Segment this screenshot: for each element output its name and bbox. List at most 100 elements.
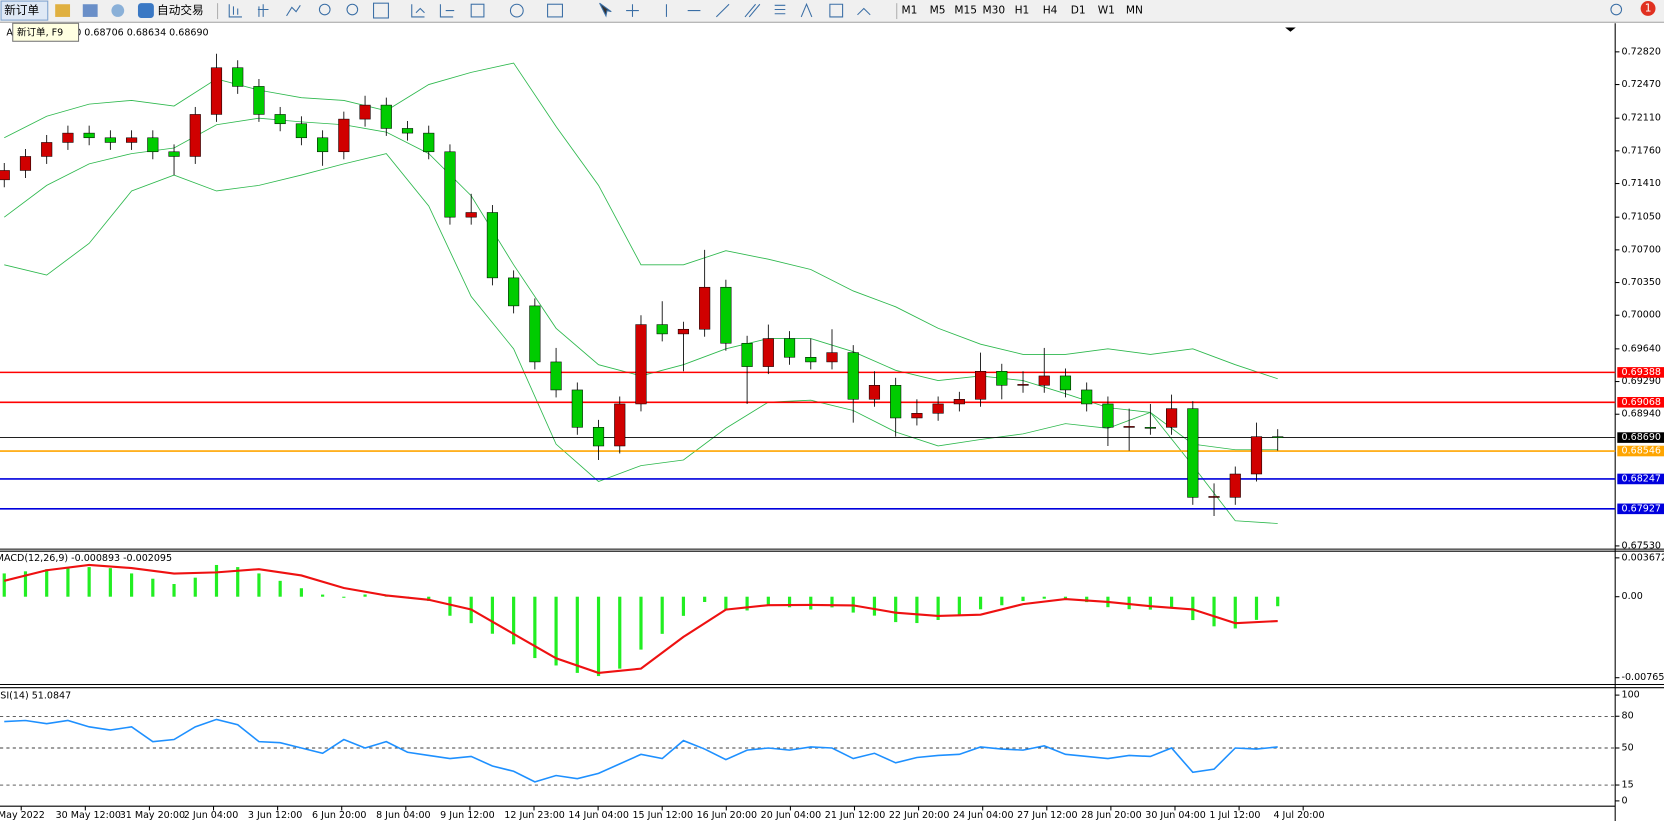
candle-body (677, 328, 689, 335)
timeframe-button[interactable]: M1 (902, 5, 918, 17)
y-tick-label: 0.71050 (1622, 212, 1661, 223)
ohlc-info: 68670 0.68706 0.68634 0.68690 (51, 27, 209, 38)
time-label: 1 Jul 12:00 (1209, 810, 1260, 821)
candle-body (932, 403, 944, 414)
macd-bar (87, 567, 91, 597)
icon[interactable] (547, 3, 563, 18)
auto-trading-icon[interactable] (137, 3, 154, 18)
macd-bar (257, 573, 261, 597)
candle-body (62, 132, 74, 143)
candle-body (147, 137, 159, 153)
icon[interactable] (346, 3, 359, 16)
icon[interactable] (373, 2, 389, 19)
timeframe-button[interactable]: H4 (1043, 5, 1058, 17)
time-label: 6 Jun 20:00 (312, 810, 366, 821)
macd-bar (66, 568, 70, 597)
timeframe-button[interactable]: H1 (1015, 5, 1030, 17)
candle-body (232, 67, 244, 87)
macd-bar (130, 573, 134, 597)
time-label: 28 Jun 20:00 (1081, 810, 1142, 821)
new-order-button[interactable] (0, 0, 49, 21)
icon[interactable] (318, 3, 331, 16)
icon[interactable] (55, 4, 71, 17)
y-tick-label: 0.67530 (1622, 540, 1661, 551)
icon[interactable] (470, 3, 485, 18)
macd-bar (490, 596, 494, 634)
macd-bar (1021, 596, 1025, 602)
macd-bar (703, 596, 707, 602)
timeframe-button[interactable]: D1 (1071, 5, 1086, 17)
y-tick-label: 0.003672 (1622, 552, 1664, 563)
candle-body (1017, 384, 1029, 386)
candle-body (1229, 473, 1241, 498)
y-tick-label: 100 (1622, 690, 1640, 701)
macd-bar (214, 564, 219, 597)
timeframe-button[interactable]: M15 (954, 5, 977, 17)
timeframe-button[interactable]: M30 (983, 5, 1006, 17)
macd-signal (3, 563, 1278, 674)
macd-bar (1000, 596, 1004, 606)
candle-body (253, 86, 265, 115)
macd-bar (872, 596, 877, 616)
macd-bar (1233, 596, 1237, 629)
candle-body (762, 338, 774, 367)
icon[interactable] (744, 3, 761, 18)
candle-body (783, 338, 796, 358)
notification-badge[interactable] (1640, 1, 1656, 16)
macd-bar (1127, 596, 1131, 610)
macd-bar (766, 596, 770, 606)
y-tick-label: 80 (1622, 711, 1634, 722)
candle-body (847, 352, 859, 400)
auto-trading-label[interactable]: 自动交易 (157, 3, 204, 17)
candle-body (699, 286, 711, 330)
price-level-label: 0.68690 (1622, 432, 1661, 443)
macd-bar (1170, 596, 1174, 608)
price-level-tag (1617, 396, 1664, 408)
candle-body (0, 170, 10, 181)
icon[interactable] (286, 4, 301, 17)
candle-body (19, 156, 32, 171)
candle-body (104, 137, 116, 143)
icon[interactable] (774, 4, 786, 15)
icon[interactable] (439, 4, 455, 18)
search-icon[interactable] (1610, 3, 1623, 16)
timeframe-button[interactable]: M5 (930, 5, 946, 17)
icon[interactable] (509, 3, 524, 18)
candle-body (380, 104, 392, 129)
y-tick-label: 0.72110 (1622, 113, 1661, 124)
time-label: 22 Jun 20:00 (889, 810, 950, 821)
candle-body (805, 356, 817, 363)
time-label: 24 Jun 04:00 (953, 810, 1014, 821)
icon[interactable] (111, 4, 125, 17)
icon[interactable] (626, 4, 639, 17)
macd-bar (1254, 596, 1259, 620)
icon[interactable] (665, 3, 730, 18)
macd-bar (724, 596, 728, 610)
icon[interactable] (228, 4, 242, 18)
notification-count[interactable]: 1 (1645, 2, 1652, 14)
macd-bar (809, 596, 813, 610)
y-tick-label: 50 (1622, 743, 1634, 754)
candle-body (592, 427, 605, 447)
icon[interactable] (411, 4, 425, 18)
timeframe-button[interactable]: W1 (1098, 5, 1115, 17)
candle-body (571, 389, 583, 428)
time-label: 15 Jun 12:00 (632, 810, 693, 821)
icon[interactable] (857, 7, 871, 16)
candle-body (911, 413, 923, 419)
candle-body (401, 128, 414, 134)
macd-bar (830, 596, 834, 608)
icon[interactable] (257, 4, 269, 17)
macd-bar (363, 594, 367, 597)
y-tick-label: 0.69640 (1622, 343, 1661, 354)
tool-icons[interactable] (228, 2, 871, 19)
indicator-label: MACD(12,26,9) -0.000893 -0.002095 (0, 553, 172, 564)
new-order-label[interactable]: 新订单 (4, 3, 39, 17)
candle-body (508, 277, 520, 307)
icon[interactable] (800, 2, 844, 18)
candle-body (1208, 496, 1220, 498)
icon[interactable] (82, 4, 98, 17)
candle-body (890, 385, 902, 419)
icon[interactable] (599, 2, 612, 18)
timeframe-button[interactable]: MN (1126, 5, 1143, 17)
